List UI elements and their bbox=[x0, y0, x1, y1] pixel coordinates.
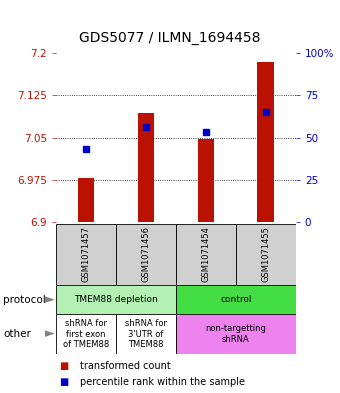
Bar bbox=[56, 224, 116, 285]
Bar bbox=[116, 224, 176, 285]
Text: shRNA for
first exon
of TMEM88: shRNA for first exon of TMEM88 bbox=[63, 319, 109, 349]
Bar bbox=[56, 314, 116, 354]
Text: control: control bbox=[220, 295, 252, 304]
Text: percentile rank within the sample: percentile rank within the sample bbox=[80, 377, 245, 387]
Bar bbox=[176, 224, 236, 285]
Bar bbox=[176, 285, 296, 314]
Text: TMEM88 depletion: TMEM88 depletion bbox=[74, 295, 158, 304]
Bar bbox=[56, 285, 176, 314]
Text: ►: ► bbox=[45, 293, 54, 306]
Bar bbox=[176, 314, 296, 354]
Bar bbox=[257, 61, 274, 222]
Text: GSM1071456: GSM1071456 bbox=[141, 226, 151, 283]
Text: other: other bbox=[3, 329, 31, 339]
Text: non-targetting
shRNA: non-targetting shRNA bbox=[205, 324, 266, 344]
Text: transformed count: transformed count bbox=[80, 361, 171, 371]
Text: ■: ■ bbox=[59, 377, 69, 387]
Text: shRNA for
3'UTR of
TMEM88: shRNA for 3'UTR of TMEM88 bbox=[125, 319, 167, 349]
Bar bbox=[198, 139, 214, 222]
Bar bbox=[116, 314, 176, 354]
Text: GSM1071454: GSM1071454 bbox=[201, 226, 210, 283]
Bar bbox=[236, 224, 296, 285]
Bar bbox=[78, 178, 95, 222]
Text: GSM1071455: GSM1071455 bbox=[261, 226, 270, 283]
Bar bbox=[138, 113, 154, 222]
Text: ■: ■ bbox=[59, 361, 69, 371]
Text: ►: ► bbox=[45, 327, 54, 341]
Text: GSM1071457: GSM1071457 bbox=[82, 226, 90, 283]
Text: protocol: protocol bbox=[3, 295, 46, 305]
Text: GDS5077 / ILMN_1694458: GDS5077 / ILMN_1694458 bbox=[79, 31, 261, 45]
